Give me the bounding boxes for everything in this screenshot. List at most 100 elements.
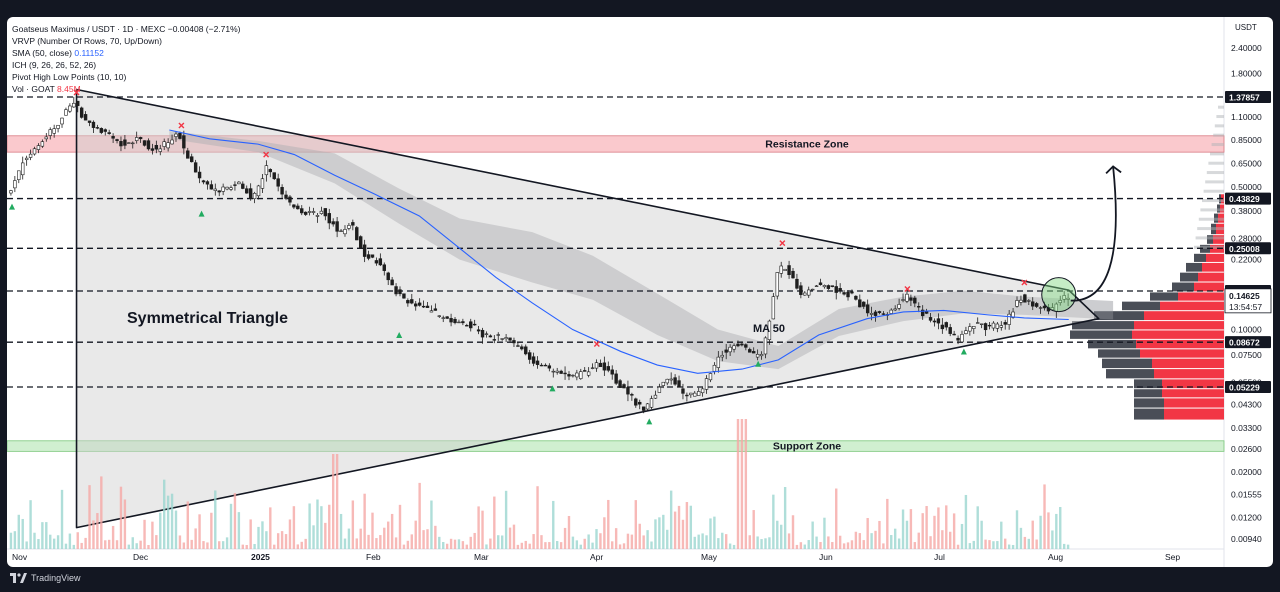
volume-bar bbox=[469, 536, 472, 549]
volume-bar bbox=[544, 542, 547, 549]
volume-bar bbox=[253, 544, 256, 549]
symmetrical-triangle[interactable] bbox=[75, 88, 1100, 529]
volume-bar bbox=[104, 540, 107, 549]
volume-bar bbox=[685, 502, 689, 549]
candle-body bbox=[480, 329, 485, 338]
candle-body bbox=[1003, 322, 1007, 325]
y-tick-label: 1.80000 bbox=[1231, 68, 1262, 78]
level-price-label: 0.05229 bbox=[1229, 383, 1260, 393]
breakout-highlight[interactable] bbox=[1041, 277, 1077, 313]
candle-body bbox=[956, 337, 960, 341]
level-price-tag bbox=[1225, 192, 1271, 205]
legend-ichimoku[interactable]: ICH (9, 26, 26, 52, 26) bbox=[12, 60, 97, 71]
candle-body bbox=[241, 183, 245, 189]
candle-body bbox=[586, 371, 591, 376]
candle-body bbox=[213, 188, 217, 191]
candle-body bbox=[728, 346, 732, 353]
candle-body bbox=[370, 254, 375, 258]
candle-body bbox=[1062, 295, 1066, 300]
candle-body bbox=[649, 398, 654, 408]
vrvp-faint-bar bbox=[1218, 105, 1224, 109]
volume-bar bbox=[599, 533, 602, 549]
vrvp-faint-bar bbox=[1214, 124, 1224, 128]
legend-sma[interactable]: SMA (50, close) 0.11152 bbox=[12, 47, 241, 59]
price-chart[interactable]: Resistance Zone Support Zone Symmetrical … bbox=[7, 17, 1273, 567]
vrvp-faint-bar bbox=[1202, 199, 1224, 203]
candle-body bbox=[76, 100, 80, 106]
legend-vrvp[interactable]: VRVP (Number Of Rows, 70, Up/Down) bbox=[12, 36, 162, 47]
volume-bar bbox=[897, 538, 901, 549]
candle-body bbox=[983, 323, 988, 331]
legend-volume[interactable]: Vol · GOAT 8.45M bbox=[12, 83, 241, 95]
volume-bar bbox=[363, 493, 366, 549]
volume-bar bbox=[111, 525, 115, 549]
volume-bar bbox=[418, 482, 421, 549]
candle-body bbox=[225, 186, 229, 190]
volume-bar bbox=[862, 540, 865, 549]
candle-body bbox=[869, 313, 874, 315]
ichimoku-cloud bbox=[169, 130, 1114, 370]
candle-body bbox=[712, 364, 717, 372]
vrvp-up-bar bbox=[1207, 235, 1213, 244]
level-price-label: 0.08672 bbox=[1229, 338, 1260, 348]
volume-bar bbox=[575, 540, 579, 549]
tradingview-footer[interactable]: TradingView bbox=[10, 573, 81, 583]
candle-body bbox=[575, 372, 579, 378]
legend-symbol[interactable]: Goatseus Maximus / USDT · 1D · MEXC −0.0… bbox=[12, 23, 241, 35]
volume-bar bbox=[681, 519, 685, 549]
candle-body bbox=[441, 317, 445, 319]
support-zone[interactable] bbox=[7, 440, 1225, 452]
candle-body bbox=[579, 371, 583, 379]
candle-body bbox=[366, 254, 371, 259]
volume-bar bbox=[838, 535, 842, 549]
candle-body bbox=[744, 344, 748, 348]
candle-body bbox=[127, 142, 131, 144]
volume-bar bbox=[980, 520, 983, 549]
candle-body bbox=[736, 343, 740, 347]
candle-body bbox=[936, 318, 941, 324]
candle-body bbox=[755, 354, 760, 358]
y-tick-label: 0.38000 bbox=[1231, 206, 1262, 216]
candle-body bbox=[178, 132, 182, 139]
candle-body bbox=[968, 326, 972, 332]
volume-bar bbox=[528, 543, 531, 549]
pivot-high-marker bbox=[1021, 279, 1028, 286]
candle-body bbox=[932, 320, 937, 323]
vrvp-down-bar bbox=[1162, 379, 1224, 389]
volume-bar bbox=[497, 535, 500, 549]
pivot-high-marker bbox=[779, 240, 786, 247]
volume-bar bbox=[477, 506, 480, 549]
candle-body bbox=[146, 140, 151, 150]
candle-body bbox=[417, 302, 422, 306]
pivot-high-marker bbox=[593, 340, 600, 347]
sma-50-line[interactable] bbox=[169, 129, 1069, 374]
candle-body bbox=[36, 145, 41, 150]
volume-bar bbox=[343, 538, 347, 549]
candle-body bbox=[327, 213, 331, 224]
volume-bar bbox=[901, 509, 905, 549]
volume-bar bbox=[371, 512, 374, 549]
volume-bar bbox=[638, 523, 641, 549]
candle-body bbox=[763, 337, 768, 355]
volume-bar bbox=[1047, 512, 1050, 549]
volume-bar bbox=[721, 532, 724, 549]
projection-arrow[interactable] bbox=[1070, 166, 1117, 302]
candle-body bbox=[461, 321, 465, 324]
candle-body bbox=[661, 381, 666, 386]
candle-body bbox=[987, 324, 992, 327]
volume-bar bbox=[929, 536, 932, 549]
candle-body bbox=[614, 373, 618, 384]
volume-bar bbox=[166, 495, 170, 549]
level-price-label: 1.37857 bbox=[1229, 93, 1260, 103]
volume-bar bbox=[300, 541, 303, 549]
candle-body bbox=[696, 391, 701, 396]
candle-body bbox=[791, 270, 795, 279]
volume-bar bbox=[512, 524, 516, 549]
volume-bar bbox=[701, 533, 704, 549]
vrvp-down-bar bbox=[1134, 321, 1224, 330]
candle-body bbox=[131, 142, 135, 145]
legend-pivots[interactable]: Pivot High Low Points (10, 10) bbox=[12, 72, 127, 83]
volume-bar bbox=[933, 515, 936, 549]
candle-body bbox=[174, 133, 178, 137]
volume-bar bbox=[937, 507, 940, 549]
